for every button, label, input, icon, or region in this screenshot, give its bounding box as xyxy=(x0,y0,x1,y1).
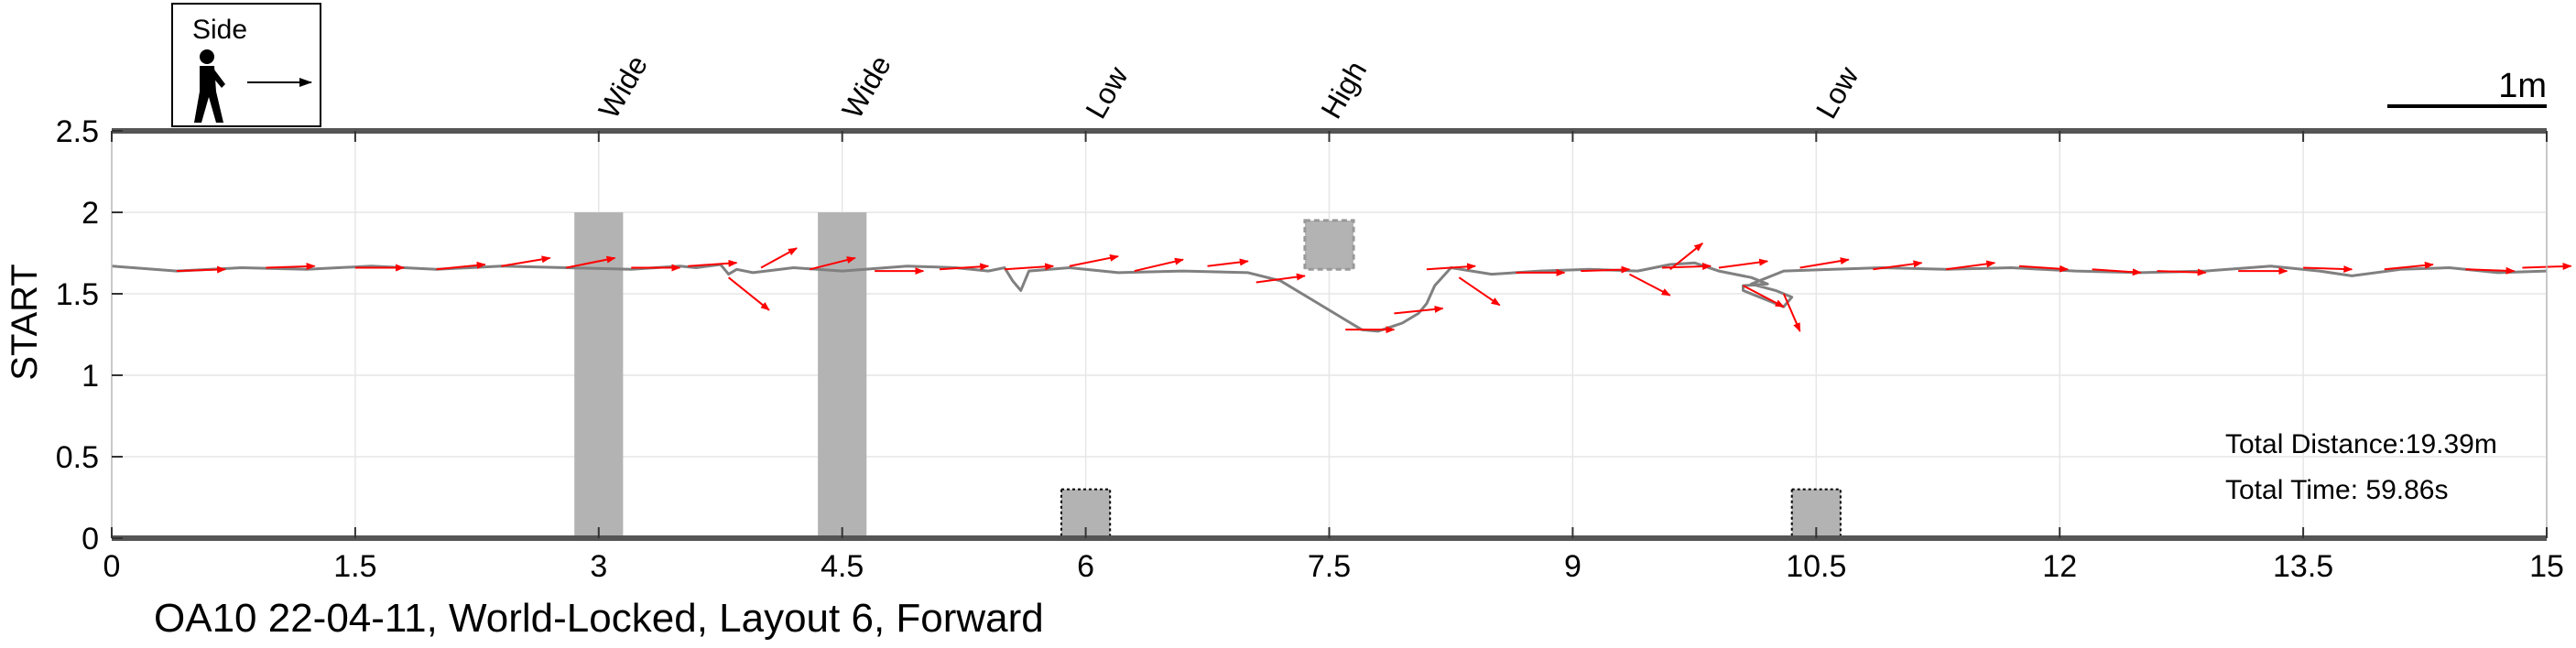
heading-arrow-13 xyxy=(1004,263,1055,271)
heading-arrow-38 xyxy=(2384,261,2434,271)
y-tick-label: 0 xyxy=(82,522,99,556)
heading-arrow-27 xyxy=(1718,258,1769,269)
x-tick-label: 1.5 xyxy=(333,549,376,584)
y-tick-label: 1.5 xyxy=(56,277,99,312)
obstacle-label-0: Wide xyxy=(592,49,654,124)
heading-arrow-24 xyxy=(1628,273,1671,297)
heading-arrow-20 xyxy=(1426,263,1477,271)
y-axis-label: START xyxy=(5,264,45,380)
heading-arrow-4 xyxy=(501,255,551,267)
x-tick-label: 9 xyxy=(1564,549,1581,584)
scale-bar: 1m xyxy=(2387,67,2547,108)
heading-arrow-33 xyxy=(2018,265,2070,273)
heading-arrow-39 xyxy=(2465,266,2516,275)
legend-box xyxy=(171,3,321,127)
heading-arrow-19 xyxy=(1394,305,1444,315)
heading-arrow-5 xyxy=(566,255,616,269)
x-tick-label: 15 xyxy=(2529,549,2564,584)
heading-arrow-29 xyxy=(1782,293,1801,332)
heading-arrow-26 xyxy=(1669,243,1703,271)
obstacle-label-3: High xyxy=(1314,56,1373,124)
grid xyxy=(111,130,2548,539)
y-tick-label: 2.5 xyxy=(56,114,99,149)
legend: Side xyxy=(171,3,321,127)
heading-arrow-25 xyxy=(1661,263,1712,271)
tick-labels: 0 1.5 3 4.5 6 7.5 9 10.5 12 13.5 15 0 0.5 1 1.5 2 2.5 xyxy=(56,114,2564,584)
x-tick-label: 0 xyxy=(103,549,121,584)
total-distance-text: Total Distance:19.39m xyxy=(2225,429,2497,459)
obstacle-labels: Wide Wide Low High Low xyxy=(592,49,1864,124)
heading-arrow-17 xyxy=(1255,273,1306,284)
obstacle-wide-1 xyxy=(818,212,867,538)
heading-arrows xyxy=(176,243,2572,334)
heading-arrow-16 xyxy=(1207,258,1249,267)
heading-arrow-12 xyxy=(939,263,990,271)
heading-arrow-8 xyxy=(727,276,770,311)
heading-arrow-21 xyxy=(1458,276,1501,307)
heading-arrow-14 xyxy=(1069,254,1120,267)
heading-arrow-28 xyxy=(1743,285,1785,308)
heading-arrow-34 xyxy=(2092,268,2142,276)
heading-arrow-32 xyxy=(1945,260,1996,271)
x-tick-label: 7.5 xyxy=(1308,549,1351,584)
trajectory-line xyxy=(111,261,2548,333)
obstacles xyxy=(574,212,1842,539)
chart-caption: OA10 22-04-11, World-Locked, Layout 6, F… xyxy=(154,596,1044,641)
x-tick-label: 4.5 xyxy=(821,549,864,584)
scale-bar-label: 1m xyxy=(2498,67,2547,105)
obstacle-high-3 xyxy=(1303,219,1355,271)
y-tick-label: 1 xyxy=(82,359,99,394)
x-tick-label: 3 xyxy=(590,549,607,584)
heading-arrow-23 xyxy=(1581,265,1631,274)
legend-label: Side xyxy=(192,15,247,45)
x-tick-label: 6 xyxy=(1077,549,1094,584)
obstacle-wide-0 xyxy=(574,212,624,538)
obstacle-label-1: Wide xyxy=(835,49,897,124)
total-time-text: Total Time: 59.86s xyxy=(2225,475,2448,505)
obstacle-label-2: Low xyxy=(1079,60,1135,124)
y-tick-label: 0.5 xyxy=(56,440,99,475)
x-tick-label: 10.5 xyxy=(1786,549,1846,584)
y-tick-label: 2 xyxy=(82,196,99,231)
x-tick-label: 13.5 xyxy=(2273,549,2333,584)
axes xyxy=(111,128,2548,541)
x-tick-label: 12 xyxy=(2042,549,2077,584)
heading-arrow-0 xyxy=(176,265,227,274)
heading-arrow-9 xyxy=(760,247,798,269)
trajectory xyxy=(111,261,2548,333)
obstacle-label-4: Low xyxy=(1810,60,1865,124)
heading-arrow-35 xyxy=(2157,268,2207,276)
heading-arrow-7 xyxy=(688,259,738,267)
walking-person-icon xyxy=(194,49,225,123)
heading-arrow-1 xyxy=(266,263,316,271)
heading-arrow-37 xyxy=(2303,265,2353,273)
heading-arrow-31 xyxy=(1873,260,1923,271)
heading-arrow-30 xyxy=(1799,257,1850,269)
heading-arrow-10 xyxy=(810,256,856,271)
heading-arrow-3 xyxy=(436,261,486,271)
heading-arrow-15 xyxy=(1134,257,1184,273)
